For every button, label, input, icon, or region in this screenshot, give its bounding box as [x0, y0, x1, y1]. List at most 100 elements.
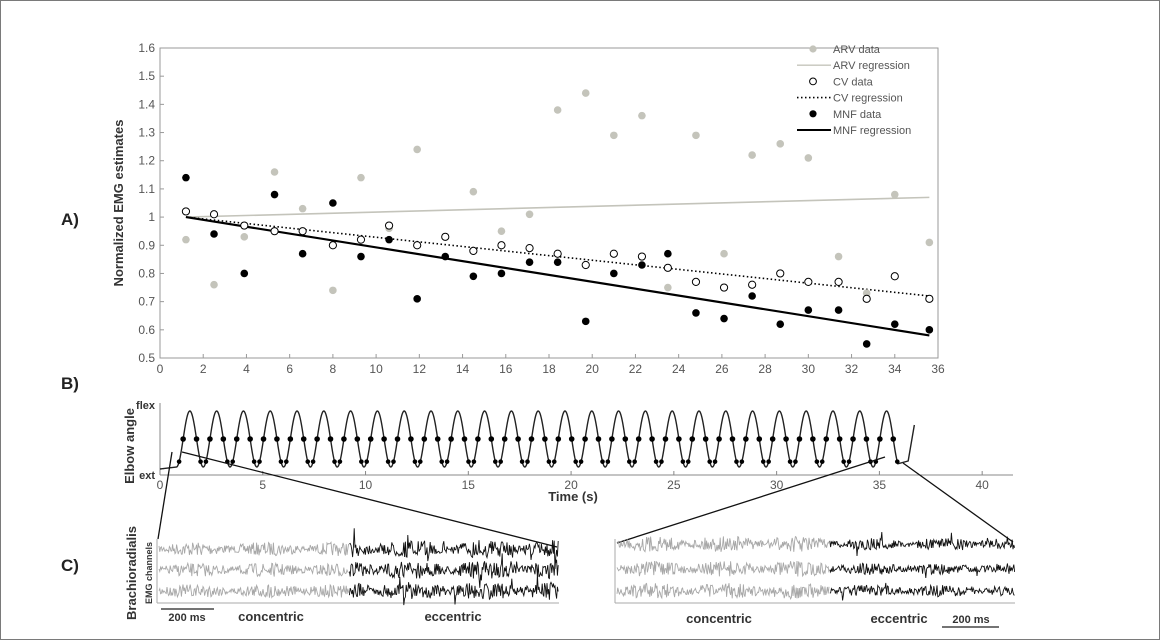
mnf-data-point: [720, 314, 728, 323]
chart-b-x-ticks: 0 5 10 15 20 25 30 35 40: [157, 471, 989, 492]
regression-line: [185, 216, 930, 337]
arv-data-point: [862, 289, 871, 297]
x-tick-label: 20: [586, 362, 600, 376]
cv-data-point: [384, 221, 394, 230]
x-tick-label: 35: [873, 478, 887, 492]
elbow-marker: [605, 459, 611, 464]
mnf-data-point: [329, 199, 337, 207]
x-tick-label: 30: [770, 478, 784, 492]
elbow-marker: [702, 436, 709, 442]
elbow-marker: [207, 436, 213, 442]
elbow-marker: [466, 459, 471, 464]
elbow-marker: [528, 436, 535, 442]
legend-marker-swatch: [809, 110, 817, 118]
scale-label-left: 200 ms: [168, 612, 205, 624]
elbow-marker: [354, 436, 361, 442]
elbow-marker: [568, 436, 575, 442]
mnf-data-point: [581, 317, 590, 326]
elbow-marker: [198, 459, 203, 464]
chart-b-ytick-ext: ext: [139, 470, 155, 482]
elbow-marker: [364, 459, 369, 464]
emg-trace-concentric: [158, 561, 349, 578]
cv-data-point: [209, 210, 219, 219]
elbow-marker: [707, 459, 712, 464]
elbow-marker: [743, 436, 749, 442]
cv-data-point: [181, 207, 191, 216]
arv-data-point: [610, 131, 618, 140]
elbow-marker: [493, 459, 498, 464]
chart-a-legend: ARV data ARV regression CV data CV regressi…: [797, 44, 911, 137]
cv-data-point: [413, 241, 422, 250]
elbow-marker: [274, 436, 280, 442]
emg-trace-concentric: [158, 541, 350, 557]
phase-concentric-right: concentric: [686, 611, 752, 626]
elbow-marker: [381, 436, 387, 442]
elbow-marker: [412, 459, 418, 464]
elbow-marker: [501, 436, 508, 442]
legend-label: ARV data: [833, 44, 881, 56]
chart-b-ytick-flex: flex: [136, 400, 156, 412]
chart-a-y-ticks: 0.5 0.6 0.7 0.8 0.9 1 1.1 1.2 1.3 1.4 1.5 1.6: [138, 41, 164, 365]
scale-label-right: 200 ms: [952, 614, 989, 626]
chart-a-data-points: [181, 89, 934, 348]
elbow-marker: [622, 436, 629, 442]
x-tick-label: 18: [542, 362, 556, 376]
emg-trace-concentric: [616, 535, 830, 553]
legend-label: CV regression: [833, 93, 903, 105]
elbow-marker: [653, 459, 659, 464]
elbow-marker: [627, 459, 632, 464]
elbow-marker: [542, 436, 548, 442]
elbow-marker: [676, 436, 682, 442]
mnf-data-point: [270, 190, 279, 199]
arv-data-point: [497, 227, 506, 235]
cv-data-point: [637, 252, 647, 261]
cv-data-point: [553, 249, 562, 258]
elbow-marker: [417, 459, 423, 464]
x-tick-label: 10: [369, 362, 383, 376]
elbow-marker: [783, 436, 789, 442]
mnf-data-point: [441, 252, 450, 261]
elbow-marker: [287, 436, 294, 442]
cv-data-point: [298, 227, 307, 236]
elbow-marker: [863, 436, 870, 442]
arv-data-point: [240, 233, 249, 241]
arv-data-point: [776, 140, 785, 148]
arv-data-point: [834, 252, 843, 261]
emg-right-traces: [616, 531, 1016, 601]
legend-label: ARV regression: [833, 60, 910, 72]
y-tick-label: 0.5: [138, 351, 155, 365]
chart-a-y-axis-label: Normalized EMG estimates: [111, 120, 126, 287]
mnf-data-point: [776, 320, 785, 328]
phase-concentric-left: concentric: [238, 609, 304, 624]
cv-data-point: [834, 277, 843, 287]
elbow-marker: [766, 459, 771, 464]
arv-data-point: [692, 131, 700, 140]
elbow-marker: [421, 436, 428, 442]
elbow-marker: [251, 459, 257, 464]
elbow-marker: [689, 436, 696, 442]
mnf-data-point: [413, 295, 421, 303]
x-tick-label: 36: [931, 362, 945, 376]
cv-data-point: [525, 243, 534, 253]
elbow-marker: [247, 436, 253, 442]
arv-data-point: [890, 190, 899, 199]
x-tick-label: 5: [259, 478, 266, 492]
mnf-data-point: [469, 272, 478, 281]
mnf-data-point: [804, 306, 813, 314]
y-tick-label: 1.2: [138, 154, 155, 168]
chart-c-channel-label: EMG channels: [144, 542, 154, 604]
elbow-marker: [787, 459, 793, 464]
cv-data-point: [328, 241, 337, 250]
elbow-marker: [193, 436, 200, 442]
elbow-marker: [760, 459, 766, 464]
elbow-marker: [649, 436, 655, 442]
mnf-data-point: [862, 340, 871, 348]
y-tick-label: 1.5: [138, 69, 155, 83]
arv-data-point: [469, 187, 478, 196]
mnf-data-point: [357, 252, 365, 261]
elbow-marker: [573, 459, 579, 464]
elbow-marker: [448, 436, 454, 442]
cv-data-point: [581, 260, 590, 270]
elbow-marker: [176, 459, 182, 464]
